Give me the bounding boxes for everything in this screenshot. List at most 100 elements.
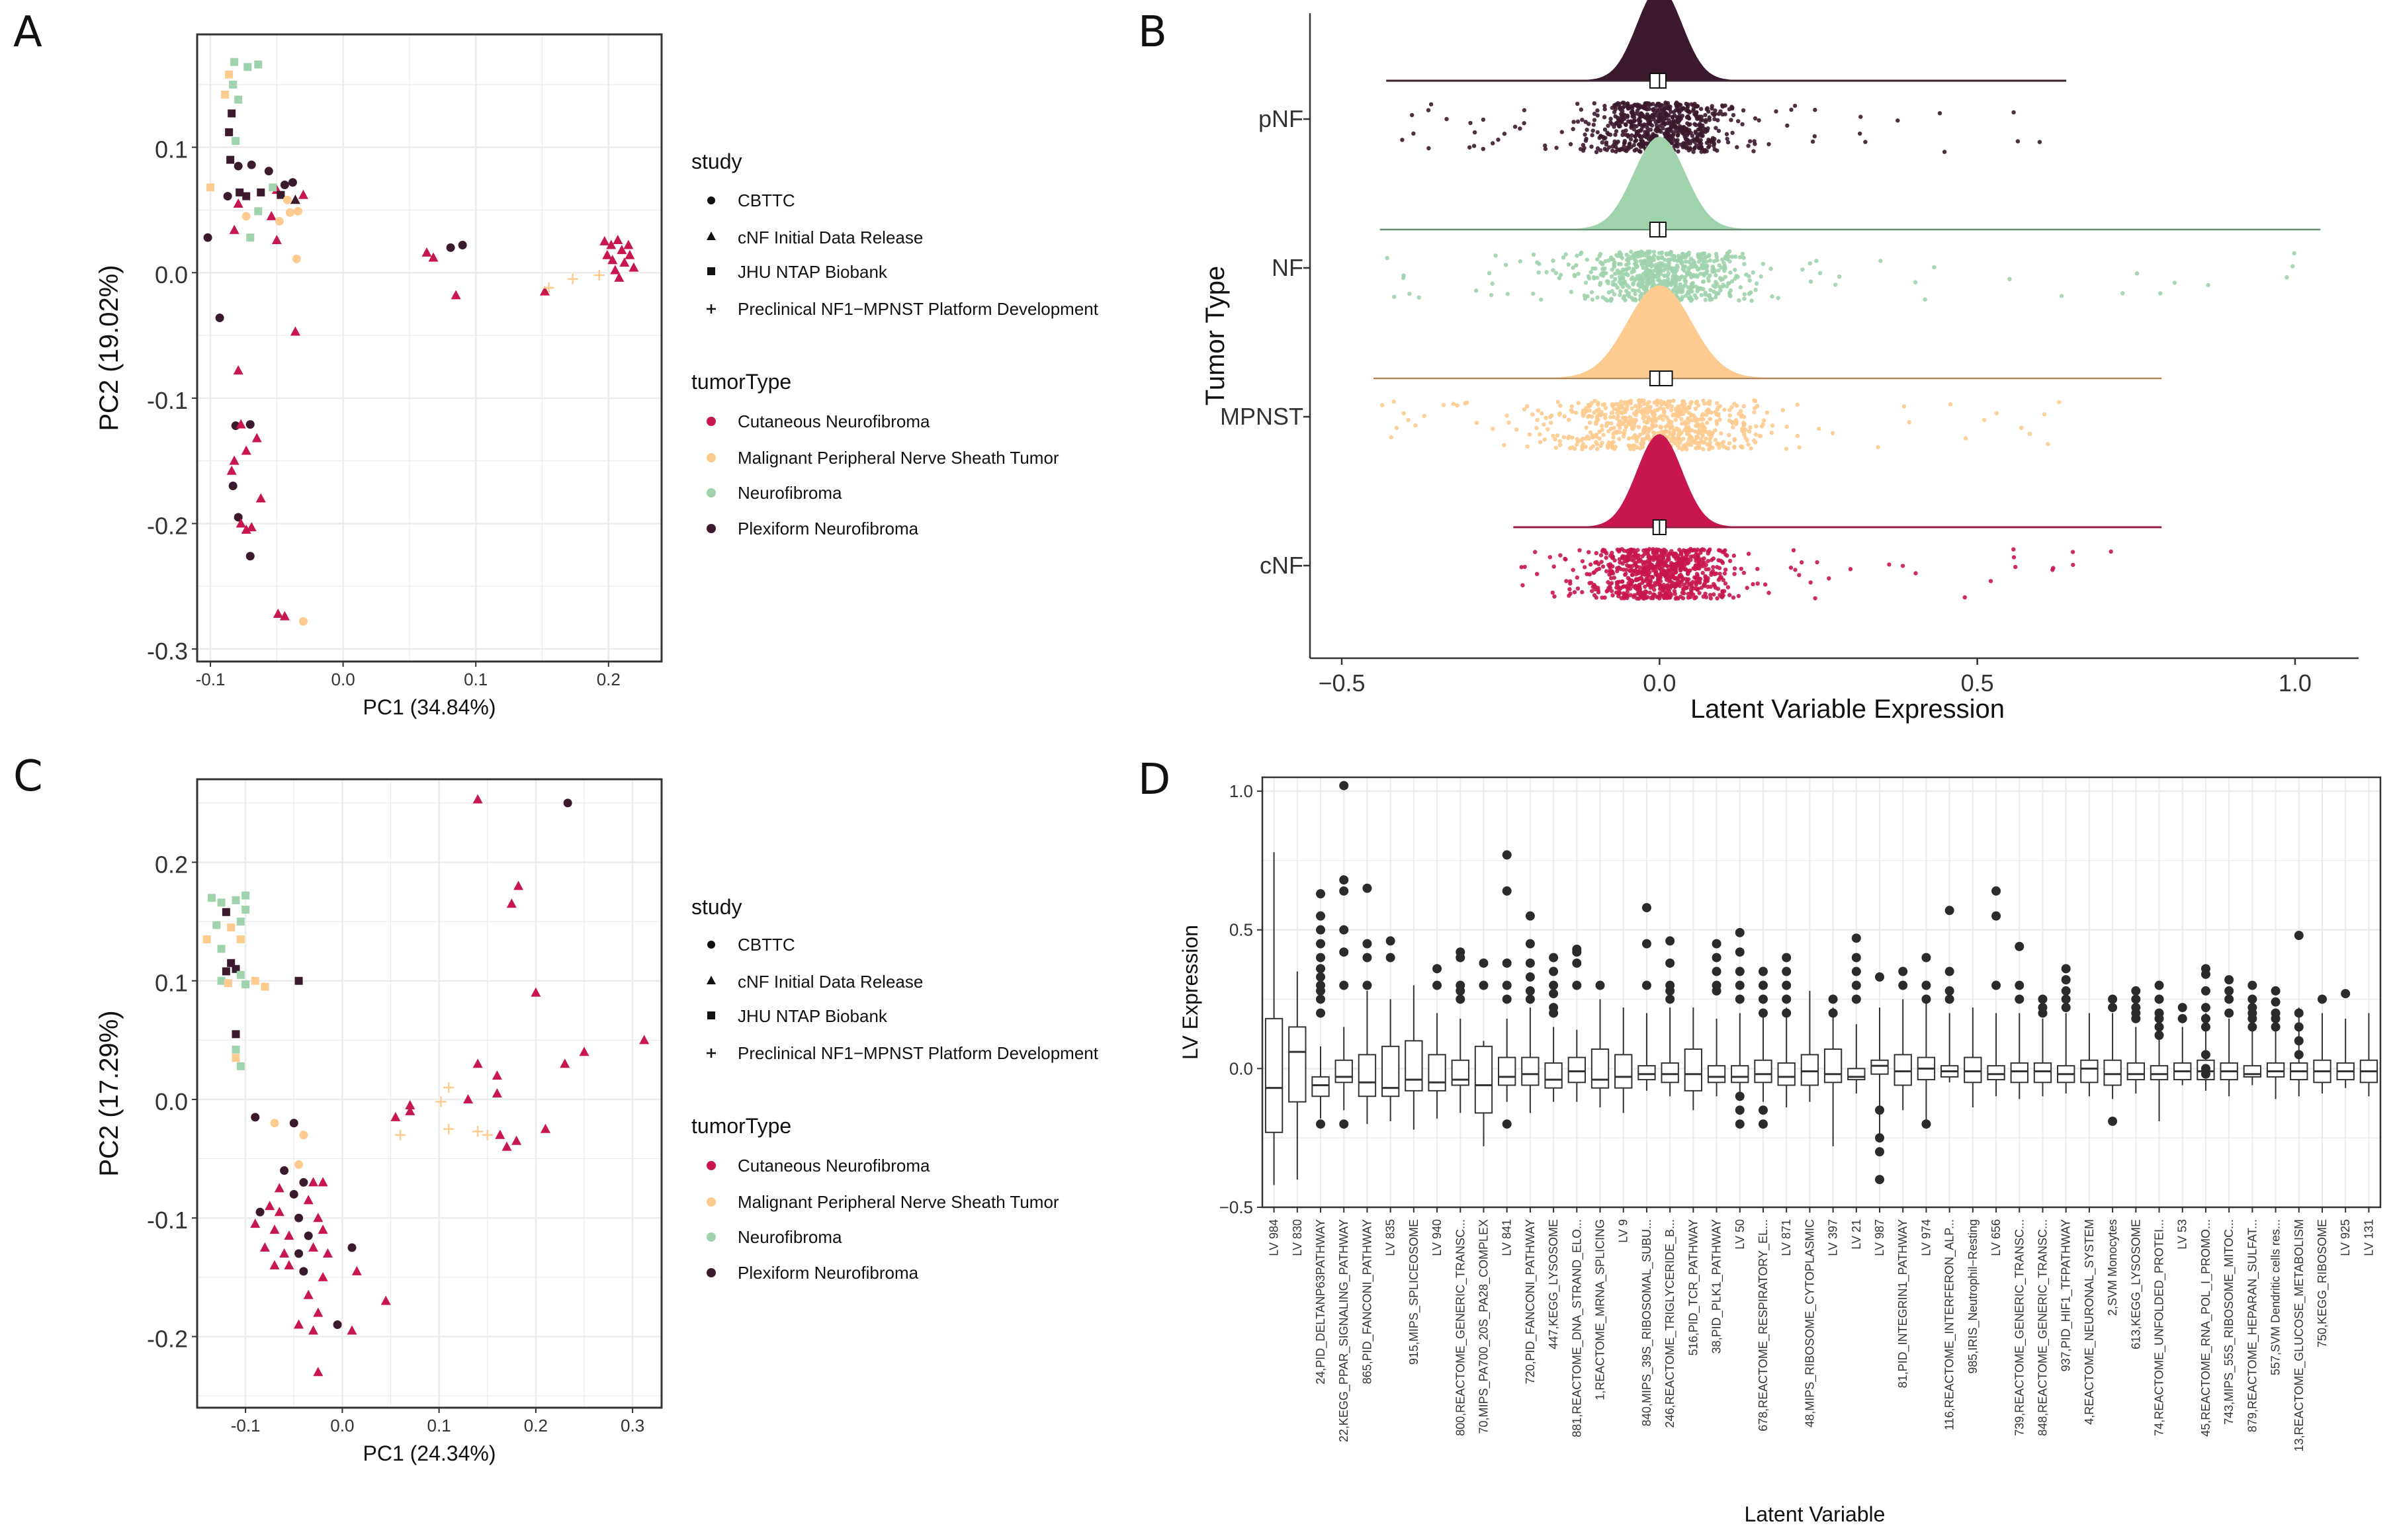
jitter-point bbox=[1714, 419, 1719, 423]
jitter-point bbox=[1679, 421, 1684, 426]
outlier-point bbox=[1735, 1119, 1745, 1129]
jitter-point bbox=[1687, 265, 1692, 270]
data-point bbox=[395, 1129, 406, 1140]
jitter-point bbox=[1694, 122, 1698, 128]
outlier-point bbox=[1316, 939, 1326, 949]
outlier-point bbox=[1456, 994, 1465, 1004]
jitter-point bbox=[1708, 298, 1713, 302]
outlier-point bbox=[2154, 994, 2164, 1004]
jitter-point bbox=[1612, 576, 1617, 580]
data-point bbox=[234, 95, 243, 104]
x-tick-label: 24,PID_DELTANP63PATHWAY bbox=[1314, 1219, 1328, 1385]
jitter-point bbox=[1577, 548, 1582, 552]
y-tick-label: 1.0 bbox=[1229, 781, 1253, 801]
jitter-point bbox=[1558, 404, 1563, 408]
jitter-point bbox=[1628, 586, 1633, 591]
outlier-point bbox=[1921, 994, 1931, 1004]
outlier-point bbox=[2271, 1022, 2281, 1032]
box bbox=[1731, 1065, 1749, 1084]
jitter-point bbox=[1590, 433, 1595, 438]
jitter-point bbox=[1742, 292, 1747, 296]
jitter-point bbox=[1522, 564, 1527, 570]
data-point bbox=[280, 181, 289, 190]
jitter-point bbox=[1669, 404, 1675, 409]
jitter-point bbox=[1694, 446, 1698, 450]
jitter-point bbox=[1391, 400, 1396, 404]
jitter-point bbox=[1557, 439, 1562, 444]
jitter-point bbox=[1727, 558, 1733, 564]
jitter-point bbox=[1416, 295, 1421, 300]
jitter-point bbox=[1628, 593, 1633, 597]
jitter-point bbox=[1695, 435, 1700, 439]
jitter-point bbox=[1553, 437, 1557, 442]
jitter-point bbox=[1994, 411, 1999, 415]
jitter-point bbox=[1708, 273, 1712, 278]
outlier-point bbox=[1875, 1147, 1885, 1157]
jitter-point bbox=[1634, 564, 1639, 569]
jitter-point bbox=[1688, 554, 1693, 559]
jitter-point bbox=[1555, 433, 1560, 438]
jitter-point bbox=[1634, 439, 1639, 443]
jitter-point bbox=[1701, 398, 1706, 403]
jitter-point bbox=[1673, 288, 1678, 294]
jitter-point bbox=[1669, 419, 1674, 425]
jitter-point bbox=[1583, 565, 1587, 570]
data-point bbox=[617, 245, 627, 255]
jitter-point bbox=[1505, 292, 1510, 296]
box bbox=[2150, 1065, 2169, 1081]
box bbox=[1777, 1062, 1796, 1086]
jitter-point bbox=[1525, 404, 1530, 409]
jitter-point bbox=[1766, 142, 1771, 147]
data-point bbox=[313, 1213, 324, 1222]
data-point bbox=[606, 239, 617, 249]
jitter-point bbox=[1618, 277, 1624, 281]
jitter-point bbox=[1563, 252, 1568, 257]
jitter-point bbox=[1567, 434, 1571, 439]
jitter-point bbox=[1640, 141, 1645, 146]
jitter-point bbox=[1674, 561, 1679, 566]
jitter-point bbox=[1720, 589, 1725, 595]
data-point bbox=[245, 552, 255, 561]
jitter-point bbox=[1630, 427, 1635, 431]
data-point bbox=[227, 923, 236, 932]
jitter-point bbox=[1702, 259, 1706, 265]
jitter-point bbox=[1726, 281, 1731, 286]
jitter-point bbox=[1641, 415, 1645, 421]
jitter-point bbox=[1704, 118, 1708, 122]
jitter-point bbox=[1785, 123, 1790, 128]
jitter-point bbox=[1742, 296, 1747, 301]
jitter-point bbox=[1699, 585, 1704, 590]
jitter-point bbox=[1664, 578, 1669, 582]
jitter-point bbox=[1551, 268, 1555, 273]
x-tick-label: -0.1 bbox=[196, 669, 226, 689]
jitter-point bbox=[1645, 552, 1650, 556]
box bbox=[1590, 1048, 1610, 1089]
jitter-point bbox=[1654, 572, 1659, 577]
jitter-point bbox=[1688, 256, 1693, 261]
jitter-point bbox=[1676, 105, 1681, 109]
legend-study-item: Preclinical NF1−MPNST Platform Developme… bbox=[738, 299, 1099, 319]
jitter-point bbox=[1626, 436, 1632, 441]
jitter-point bbox=[1572, 590, 1577, 595]
jitter-point bbox=[1602, 548, 1607, 552]
jitter-point bbox=[1587, 581, 1592, 585]
data-point bbox=[298, 617, 308, 626]
jitter-point bbox=[1491, 141, 1495, 146]
jitter-point bbox=[1703, 112, 1708, 118]
box bbox=[2266, 1062, 2285, 1078]
data-point bbox=[232, 896, 240, 904]
outlier-point bbox=[2317, 994, 2327, 1004]
jitter-point bbox=[1963, 436, 1968, 441]
data-point bbox=[458, 241, 467, 250]
jitter-point bbox=[1657, 415, 1661, 420]
jitter-point bbox=[1708, 596, 1714, 601]
outlier-point bbox=[1432, 980, 1442, 990]
jitter-point bbox=[2071, 562, 2075, 568]
jitter-point bbox=[1703, 263, 1708, 268]
jitter-point bbox=[1618, 289, 1623, 294]
outlier-point bbox=[1549, 966, 1559, 976]
jitter-point bbox=[1654, 265, 1659, 270]
jitter-point bbox=[1592, 398, 1597, 403]
data-point bbox=[299, 1177, 308, 1187]
jitter-point bbox=[1574, 410, 1579, 415]
